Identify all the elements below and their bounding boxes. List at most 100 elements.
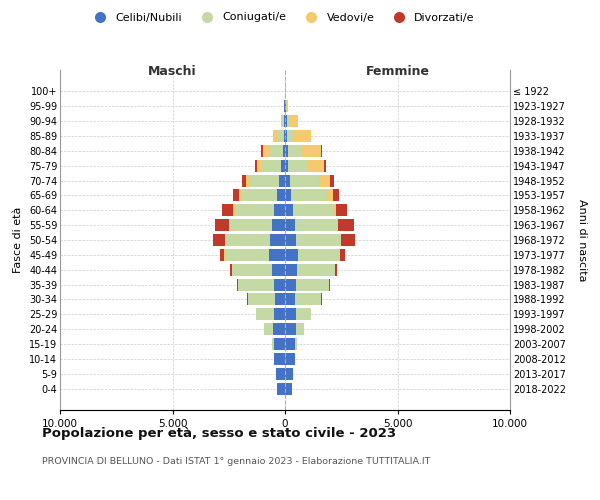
Bar xyxy=(289,115,298,127)
Bar xyxy=(285,323,296,335)
Bar xyxy=(233,190,239,202)
Bar xyxy=(281,160,285,172)
Bar xyxy=(301,145,321,157)
Bar xyxy=(256,308,274,320)
Bar xyxy=(213,234,225,246)
Bar xyxy=(285,368,293,380)
Bar xyxy=(329,278,330,290)
Bar xyxy=(238,278,274,290)
Bar xyxy=(239,190,241,202)
Bar xyxy=(269,145,283,157)
Bar xyxy=(223,204,233,216)
Bar xyxy=(262,145,263,157)
Bar xyxy=(287,130,293,142)
Bar xyxy=(265,323,273,335)
Bar xyxy=(285,115,287,127)
Bar xyxy=(285,264,298,276)
Y-axis label: Fasce di età: Fasce di età xyxy=(13,207,23,273)
Bar xyxy=(230,264,232,276)
Bar xyxy=(274,353,285,365)
Text: Femmine: Femmine xyxy=(365,65,430,78)
Bar xyxy=(283,145,285,157)
Bar xyxy=(337,219,338,231)
Bar xyxy=(272,219,285,231)
Bar xyxy=(276,368,285,380)
Bar xyxy=(285,160,289,172)
Bar xyxy=(290,174,319,186)
Bar xyxy=(296,278,329,290)
Bar xyxy=(293,130,311,142)
Bar xyxy=(230,219,272,231)
Bar xyxy=(283,115,284,127)
Bar xyxy=(298,249,340,261)
Bar xyxy=(237,278,238,290)
Bar xyxy=(285,219,295,231)
Bar xyxy=(229,219,230,231)
Bar xyxy=(263,145,269,157)
Bar xyxy=(285,100,286,112)
Bar xyxy=(289,160,308,172)
Bar xyxy=(308,160,324,172)
Bar xyxy=(296,323,304,335)
Bar xyxy=(257,160,262,172)
Bar xyxy=(293,204,333,216)
Text: Popolazione per età, sesso e stato civile - 2023: Popolazione per età, sesso e stato civil… xyxy=(42,428,396,440)
Bar xyxy=(287,115,289,127)
Bar xyxy=(285,234,296,246)
Bar xyxy=(341,234,355,246)
Bar xyxy=(329,174,334,186)
Bar xyxy=(285,278,296,290)
Bar xyxy=(324,160,325,172)
Bar xyxy=(285,249,298,261)
Bar xyxy=(285,382,292,394)
Bar xyxy=(287,145,301,157)
Bar xyxy=(285,190,291,202)
Bar xyxy=(285,308,296,320)
Bar xyxy=(296,308,311,320)
Bar xyxy=(274,338,285,350)
Bar xyxy=(321,145,322,157)
Bar xyxy=(285,294,295,306)
Bar xyxy=(247,174,250,186)
Bar xyxy=(233,204,235,216)
Text: PROVINCIA DI BELLUNO - Dati ISTAT 1° gennaio 2023 - Elaborazione TUTTITALIA.IT: PROVINCIA DI BELLUNO - Dati ISTAT 1° gen… xyxy=(42,458,430,466)
Bar xyxy=(274,204,285,216)
Bar xyxy=(242,174,247,186)
Bar xyxy=(274,308,285,320)
Bar xyxy=(338,219,354,231)
Bar xyxy=(340,249,344,261)
Bar xyxy=(285,353,295,365)
Bar xyxy=(284,130,285,142)
Bar xyxy=(285,145,287,157)
Bar xyxy=(277,382,285,394)
Bar xyxy=(262,160,281,172)
Bar xyxy=(275,294,285,306)
Bar xyxy=(285,204,293,216)
Bar xyxy=(277,190,285,202)
Bar xyxy=(291,190,326,202)
Bar xyxy=(215,219,229,231)
Bar xyxy=(285,174,290,186)
Bar xyxy=(256,160,257,172)
Bar xyxy=(247,294,248,306)
Bar xyxy=(295,294,321,306)
Bar xyxy=(298,264,335,276)
Bar xyxy=(235,204,274,216)
Bar xyxy=(296,234,341,246)
Bar xyxy=(226,234,270,246)
Bar xyxy=(272,338,274,350)
Bar xyxy=(250,174,279,186)
Bar xyxy=(270,234,285,246)
Bar xyxy=(285,338,295,350)
Y-axis label: Anni di nascita: Anni di nascita xyxy=(577,198,587,281)
Bar xyxy=(284,115,285,127)
Bar xyxy=(273,130,278,142)
Bar xyxy=(337,204,347,216)
Bar xyxy=(319,174,329,186)
Bar xyxy=(232,264,272,276)
Bar xyxy=(286,100,288,112)
Bar xyxy=(273,323,285,335)
Bar xyxy=(295,219,337,231)
Legend: Celibi/Nubili, Coniugati/e, Vedovi/e, Divorzati/e: Celibi/Nubili, Coniugati/e, Vedovi/e, Di… xyxy=(85,8,479,27)
Bar xyxy=(241,190,277,202)
